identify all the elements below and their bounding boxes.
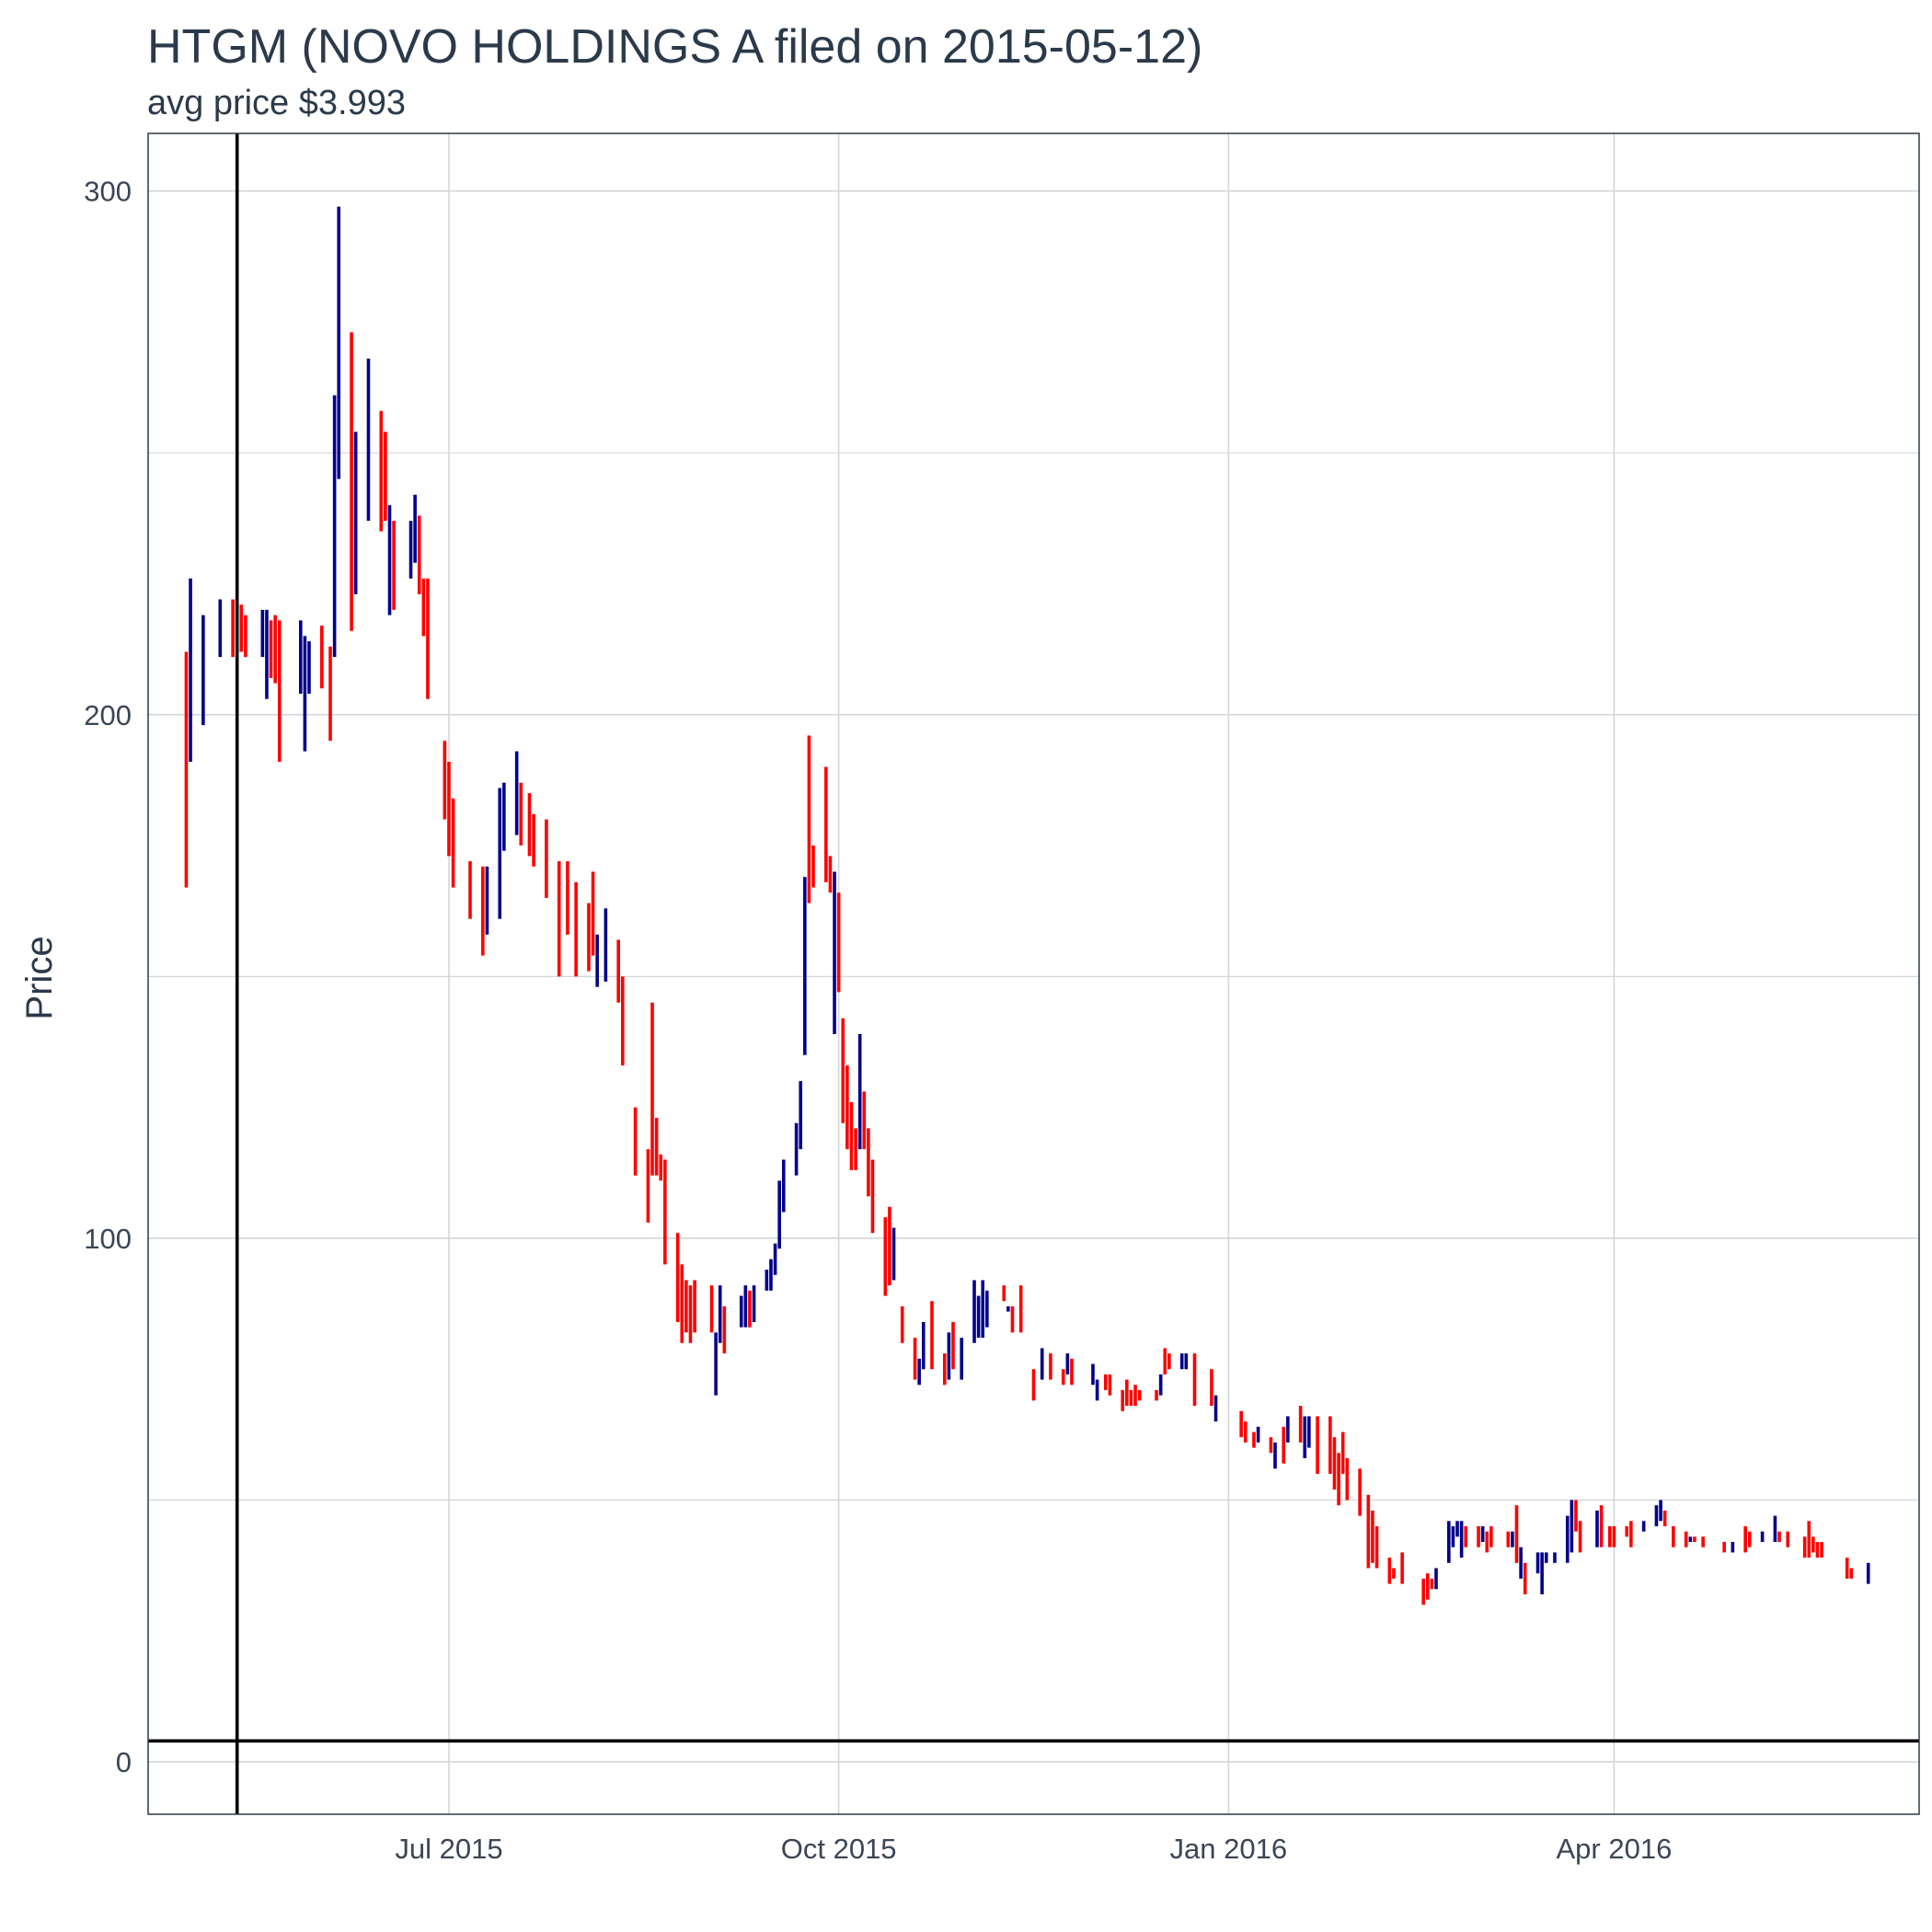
y-tick-label: 0 — [116, 1746, 132, 1778]
chart-title: HTGM (NOVO HOLDINGS A filed on 2015-05-1… — [147, 20, 1202, 74]
reference-lines — [148, 133, 1919, 1814]
y-tick-label: 200 — [84, 699, 132, 731]
x-tick-label: Oct 2015 — [781, 1833, 897, 1865]
x-axis-ticks: Jul 2015 Oct 2015 Jan 2016 Apr 2016 — [395, 1833, 1672, 1865]
x-tick-label: Apr 2016 — [1557, 1833, 1673, 1865]
y-tick-label: 100 — [84, 1223, 132, 1255]
plot-panel-border — [147, 132, 1920, 1815]
y-axis-label: Price — [19, 936, 60, 1019]
x-tick-label: Jul 2015 — [395, 1833, 502, 1865]
grid-lines — [148, 133, 1919, 1814]
y-tick-label: 300 — [84, 176, 132, 208]
y-axis-ticks: 0 100 200 300 — [84, 176, 132, 1778]
x-tick-label: Jan 2016 — [1170, 1833, 1288, 1865]
chart-subtitle: avg price $3.993 — [147, 84, 406, 122]
ohlc-bars — [184, 206, 1870, 1605]
